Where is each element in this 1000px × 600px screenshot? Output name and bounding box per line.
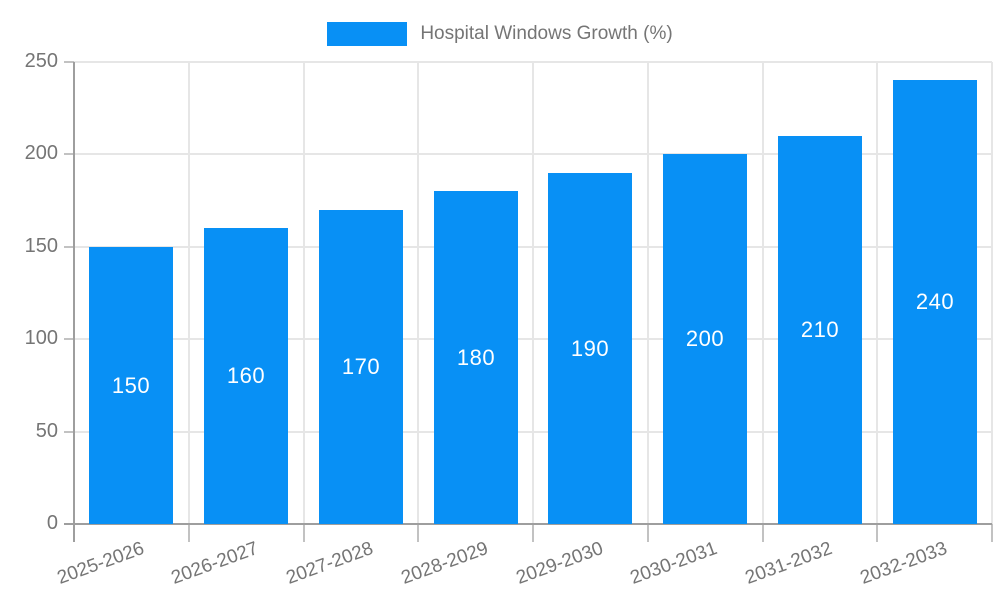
x-axis-label: 2025-2026 xyxy=(53,538,147,589)
x-gridline xyxy=(417,62,420,524)
x-axis-tick xyxy=(302,524,305,542)
x-axis-label: 2027-2028 xyxy=(283,538,377,589)
bar-value-label: 150 xyxy=(111,372,151,398)
x-axis-label: 2028-2029 xyxy=(398,538,491,589)
bar: 200 xyxy=(663,154,747,524)
x-axis-line xyxy=(64,523,992,525)
legend-swatch xyxy=(327,22,408,46)
x-gridline xyxy=(302,62,305,524)
x-axis-label: 2032-2033 xyxy=(857,538,950,589)
bar-value-label: 180 xyxy=(456,344,496,370)
x-gridline xyxy=(876,62,879,524)
x-gridline xyxy=(532,62,534,524)
x-axis-tick xyxy=(417,524,420,542)
bar: 160 xyxy=(204,228,288,524)
x-axis-tick xyxy=(532,524,534,542)
y-axis-line xyxy=(73,62,75,542)
x-axis-label: 2026-2027 xyxy=(168,538,262,589)
bar-value-label: 200 xyxy=(685,326,725,351)
chart-legend: Hospital Windows Growth (%) xyxy=(0,21,1000,47)
x-axis-tick xyxy=(876,524,879,542)
x-axis-tick xyxy=(187,524,190,542)
x-axis-label: 2030-2031 xyxy=(627,538,721,589)
y-axis-tick xyxy=(64,61,74,63)
bar-value-label: 210 xyxy=(800,317,840,342)
bar-value-label: 170 xyxy=(341,354,381,379)
x-gridline xyxy=(991,62,993,524)
x-axis-tick xyxy=(991,524,993,542)
bar: 180 xyxy=(434,191,518,524)
y-axis-label: 0 xyxy=(46,512,58,534)
y-axis-label: 100 xyxy=(24,327,58,350)
x-gridline xyxy=(646,62,649,524)
bar: 170 xyxy=(319,210,403,524)
y-axis-tick xyxy=(64,153,74,156)
bar-value-label: 240 xyxy=(915,289,955,314)
y-axis-label: 250 xyxy=(24,50,58,72)
x-gridline xyxy=(761,62,764,524)
bar: 150 xyxy=(89,247,173,524)
bar-value-label: 160 xyxy=(226,363,266,388)
bar-value-label: 190 xyxy=(570,335,610,361)
legend-label: Hospital Windows Growth (%) xyxy=(420,23,673,44)
bar: 190 xyxy=(548,173,632,524)
x-axis-label: 2029-2030 xyxy=(512,538,606,589)
y-axis-label: 150 xyxy=(24,234,58,257)
y-axis-label: 200 xyxy=(24,142,58,165)
x-axis-tick xyxy=(646,524,649,542)
bar: 210 xyxy=(778,136,862,524)
y-axis-label: 50 xyxy=(35,419,58,442)
y-axis-tick xyxy=(64,430,74,433)
x-axis-tick xyxy=(761,524,764,542)
bar: 240 xyxy=(893,80,977,524)
x-gridline xyxy=(187,62,190,524)
y-axis-tick xyxy=(64,338,74,341)
y-axis-tick xyxy=(64,245,74,248)
x-axis-label: 2031-2032 xyxy=(742,538,836,589)
